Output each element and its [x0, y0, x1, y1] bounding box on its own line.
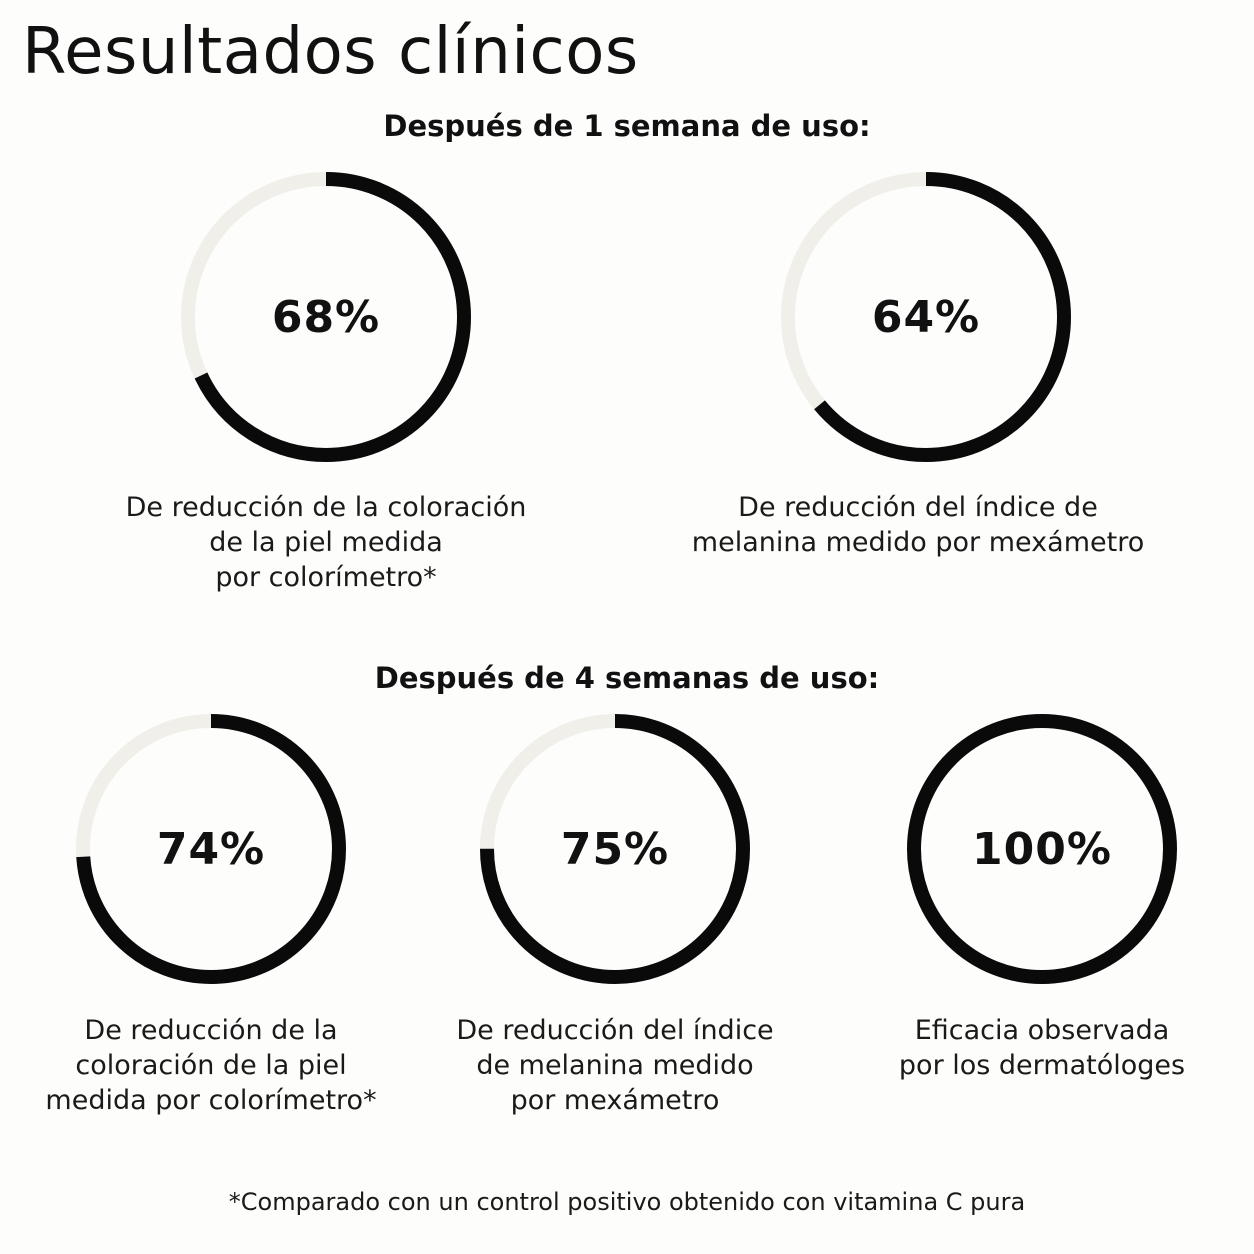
- caption-line: por los dermatóloges: [898, 1050, 1186, 1081]
- donut-caption: De reducción del índice de melanina medi…: [420, 1013, 810, 1118]
- donut-progress-arc: [480, 714, 750, 984]
- percentage-label: 68%: [271, 291, 381, 343]
- caption-line: coloración de la piel: [75, 1050, 347, 1081]
- donut-chart-68: 68%: [181, 172, 471, 462]
- percentage-label: 64%: [871, 291, 981, 343]
- section-heading-week-1: Después de 1 semana de uso:: [383, 109, 871, 143]
- donut-chart-100: 100%: [907, 714, 1177, 984]
- donut-progress-arc: [76, 714, 346, 984]
- caption-line: De reducción de la: [84, 1015, 338, 1046]
- percentage-label: 75%: [560, 823, 670, 875]
- donut-caption: De reducción de la coloración de la piel…: [16, 1013, 406, 1118]
- donut-svg: [907, 714, 1177, 984]
- donut-caption: De reducción de la coloración de la piel…: [76, 490, 576, 595]
- caption-line: medida por colorímetro*: [45, 1085, 377, 1116]
- donut-chart-64: 64%: [781, 172, 1071, 462]
- donut-chart-74: 74%: [76, 714, 346, 984]
- caption-line: De reducción del índice: [456, 1015, 774, 1046]
- donut-svg: [76, 714, 346, 984]
- caption-line: de la piel medida: [209, 527, 443, 558]
- page-title: Resultados clínicos: [22, 15, 639, 89]
- donut-progress-arc: [781, 172, 1071, 462]
- caption-line: por colorímetro*: [215, 562, 437, 593]
- donut-svg: [181, 172, 471, 462]
- footnote: *Comparado con un control positivo obten…: [228, 1188, 1026, 1216]
- donut-caption: De reducción del índice de melanina medi…: [668, 490, 1168, 560]
- percentage-label: 74%: [156, 823, 266, 875]
- caption-line: por mexámetro: [510, 1085, 720, 1116]
- donut-chart-75: 75%: [480, 714, 750, 984]
- donut-progress-arc: [907, 714, 1177, 984]
- caption-line: de melanina medido: [476, 1050, 754, 1081]
- donut-svg: [781, 172, 1071, 462]
- percentage-label: 100%: [972, 823, 1112, 875]
- donut-svg: [480, 714, 750, 984]
- caption-line: De reducción de la coloración: [125, 492, 527, 523]
- caption-line: melanina medido por mexámetro: [691, 527, 1145, 558]
- donut-progress-arc: [181, 172, 471, 462]
- donut-caption: Eficacia observada por los dermatóloges: [847, 1013, 1237, 1083]
- caption-line: Eficacia observada: [914, 1015, 1170, 1046]
- caption-line: De reducción del índice de: [738, 492, 1098, 523]
- section-heading-week-4: Después de 4 semanas de uso:: [374, 661, 880, 695]
